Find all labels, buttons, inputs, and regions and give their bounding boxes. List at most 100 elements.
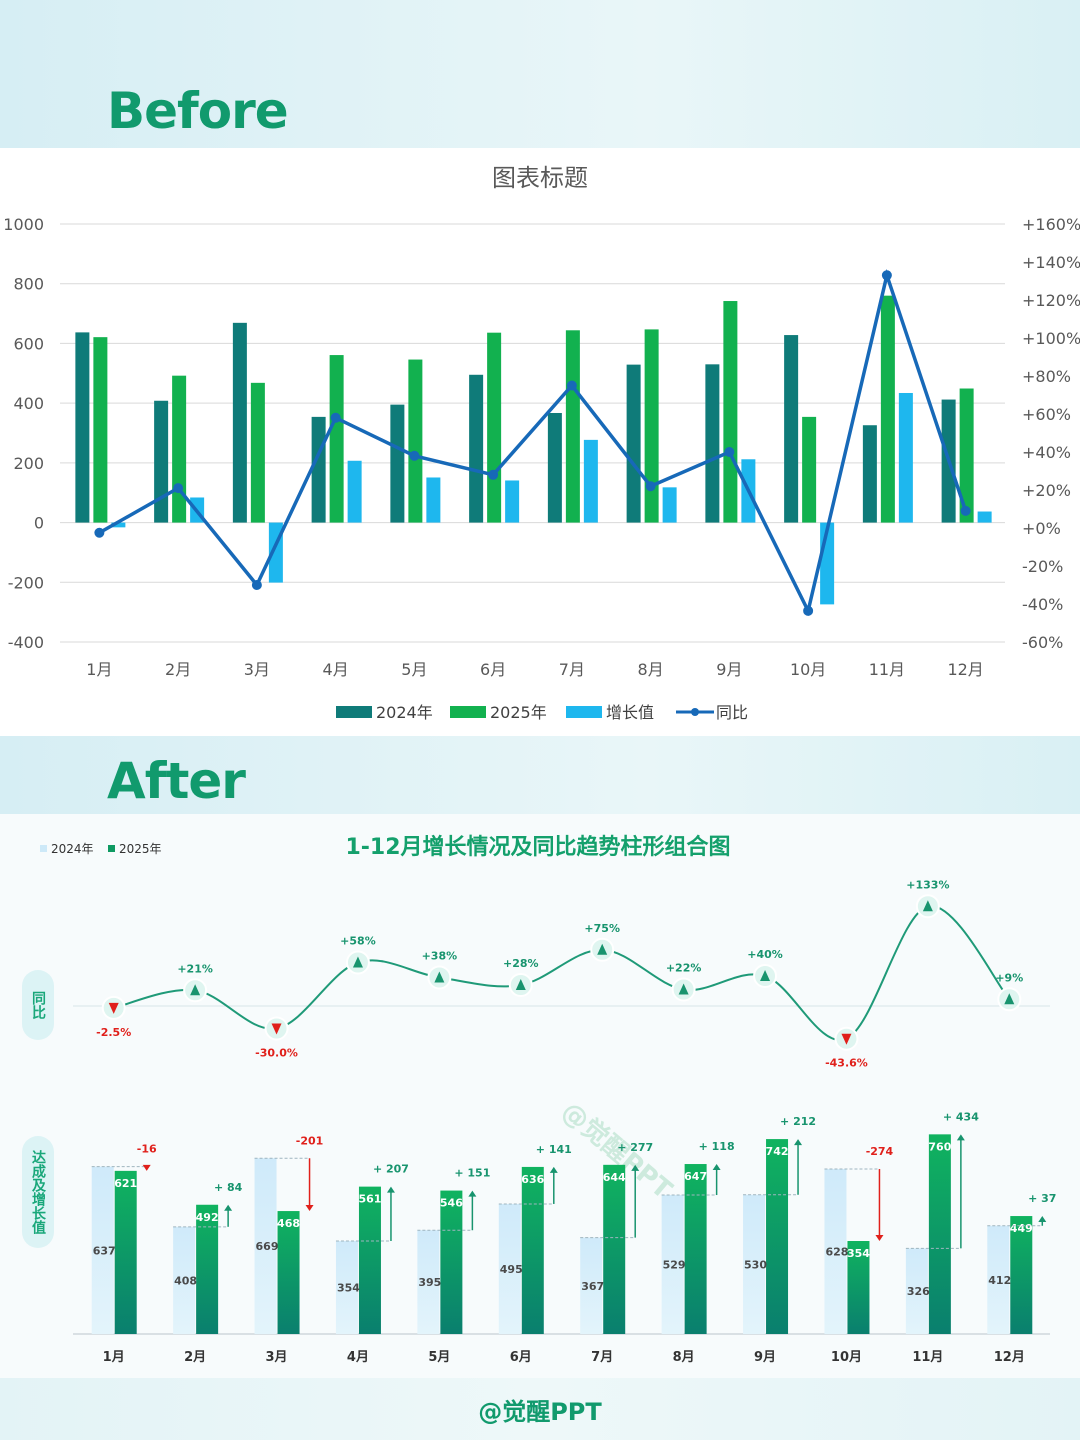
value-label-2024: 395 [418,1276,441,1289]
bar-2025 [644,329,659,523]
after-heading: After [107,752,246,810]
y2-tick-label: +60% [1022,405,1071,424]
bar-2025 [603,1164,626,1334]
yoy-label: -2.5% [96,1026,131,1039]
yoy-point [94,527,105,538]
bar-2024 [824,1169,847,1334]
value-label-2025: 354 [847,1247,870,1260]
legend-swatch-dot [691,708,699,716]
x-tick-label: 1月 [86,660,112,679]
bar-2024 [705,364,720,523]
bar-growth [662,487,677,523]
value-label-2024: 628 [825,1246,848,1259]
y2-tick-label: +100% [1022,329,1080,348]
growth-up-arrow-icon [1038,1216,1047,1223]
value-label-2025: 621 [114,1177,137,1190]
bar-2025 [684,1164,707,1334]
arrow-down-icon [108,1002,119,1014]
growth-label: + 141 [536,1143,572,1156]
growth-label: -201 [296,1134,324,1147]
before-banner [0,0,1080,148]
yoy-label: +38% [422,950,458,963]
x-tick-label: 12月 [947,660,983,679]
growth-label: + 207 [373,1163,409,1176]
growth-side-label: 达成及增长值 [22,1136,54,1248]
y-tick-label: 800 [13,275,44,294]
before-chart-panel: 图表标题 1000 800 600 400 200 0 -200 -400 +160% +140%… [0,148,1080,736]
bar-growth [426,477,441,523]
bar-2025 [277,1211,300,1334]
bar-2024 [661,1195,684,1334]
y2-tick-label: +80% [1022,367,1071,386]
y2-tick-label: +40% [1022,443,1071,462]
yoy-label: +58% [340,935,376,948]
yoy-label: -30.0% [255,1047,298,1060]
y-tick-label: -400 [8,633,44,652]
legend-swatch [450,706,486,718]
yoy-point [330,412,341,423]
legend-swatch [566,706,602,718]
yoy-label: +75% [584,922,620,935]
bar-growth [347,460,362,523]
x-tick-label: 5月 [428,1350,450,1365]
growth-label: + 212 [780,1115,816,1128]
legend-swatch [336,706,372,718]
after-chart-panel: 1-12月增长情况及同比趋势柱形组合图 @觉醒PPT -2.5% 637 621 -1… [0,814,1080,1378]
bar-growth [583,439,598,523]
bar-2024 [173,1226,196,1334]
growth-label: + 434 [943,1110,979,1123]
after-banner [0,736,1080,814]
legend-label: 同比 [716,703,748,722]
arrow-down-icon [271,1023,282,1035]
legend-2025: 2025年 [108,840,162,857]
after-chart: 1-12月增长情况及同比趋势柱形组合图 @觉醒PPT -2.5%637621-1… [73,834,1056,1365]
x-tick-label: 7月 [591,1350,613,1365]
x-tick-label: 9月 [716,660,742,679]
bar-2025 [766,1139,789,1334]
x-tick-label: 5月 [401,660,427,679]
value-label-2024: 412 [988,1274,1011,1287]
growth-up-arrow-icon [712,1164,721,1171]
y2-tick-label: +20% [1022,481,1071,500]
yoy-label: -43.6% [825,1057,868,1070]
bar-2024 [335,1241,358,1334]
y2-tick-label: -20% [1022,557,1063,576]
bar-2025 [93,337,108,523]
y2-tick-label: +160% [1022,215,1080,234]
y2-tick-label: +140% [1022,253,1080,272]
bar-2024 [743,1194,766,1334]
bar-2024 [469,374,484,523]
value-label-2024: 408 [174,1274,197,1287]
yoy-point [488,469,499,480]
yoy-label: +22% [666,962,702,975]
value-label-2024: 495 [500,1263,523,1276]
x-tick-label: 2月 [184,1350,206,1365]
bar-2025 [959,388,974,523]
bar-2025 [250,382,265,523]
value-label-2025: 546 [440,1197,463,1210]
x-tick-label: 2月 [165,660,191,679]
bar-2025 [928,1134,951,1334]
x-tick-label: 6月 [510,1350,532,1365]
y2-tick-label: +0% [1022,519,1061,538]
footer-credit: @觉醒PPT [478,1398,602,1426]
value-label-2025: 760 [928,1140,951,1153]
bar-2024 [862,425,877,523]
yoy-point [803,605,814,616]
bar-2024 [498,1203,521,1334]
growth-label: + 151 [454,1167,490,1180]
growth-label: -16 [137,1143,157,1156]
bar-growth [977,511,992,523]
yoy-point [409,450,420,461]
growth-label: + 37 [1028,1192,1056,1205]
value-label-2025: 561 [358,1193,381,1206]
x-tick-label: 11月 [912,1350,943,1365]
legend-label: 2025年 [490,703,547,722]
legend-label: 增长值 [606,703,654,722]
arrow-up-icon [1004,993,1015,1005]
growth-label: -274 [866,1145,894,1158]
before-chart: 图表标题 1000 800 600 400 200 0 -200 -400 +160% +140%… [3,164,1080,722]
bar-2024 [91,1166,114,1334]
yoy-point [724,447,735,457]
bar-growth [111,522,126,528]
